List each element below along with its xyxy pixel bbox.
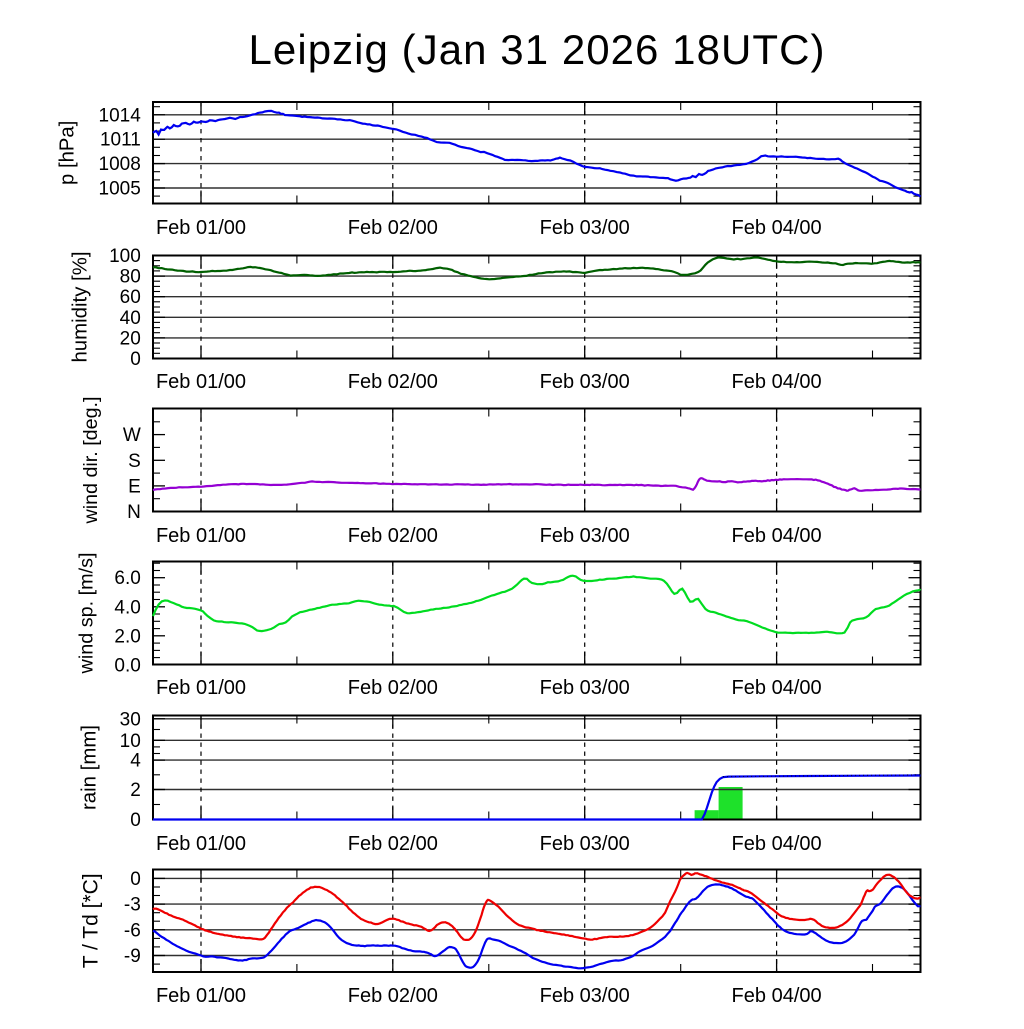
- svg-text:Feb 02/00: Feb 02/00: [348, 217, 438, 239]
- svg-text:Feb 02/00: Feb 02/00: [348, 525, 438, 547]
- svg-text:Feb 04/00: Feb 04/00: [732, 985, 822, 1007]
- svg-text:humidity [%]: humidity [%]: [69, 251, 91, 362]
- svg-text:1008: 1008: [99, 154, 141, 175]
- svg-text:p [hPa]: p [hPa]: [57, 121, 79, 185]
- svg-text:-9: -9: [124, 946, 141, 967]
- svg-text:Feb 01/00: Feb 01/00: [156, 371, 246, 393]
- svg-text:Feb 03/00: Feb 03/00: [540, 525, 630, 547]
- svg-text:-6: -6: [124, 920, 141, 941]
- svg-text:Feb 04/00: Feb 04/00: [732, 677, 822, 699]
- svg-text:2.0: 2.0: [114, 626, 140, 647]
- svg-text:40: 40: [120, 308, 141, 329]
- svg-text:Feb 03/00: Feb 03/00: [540, 217, 630, 239]
- svg-text:Feb 03/00: Feb 03/00: [540, 677, 630, 699]
- svg-text:-3: -3: [124, 895, 141, 916]
- svg-text:W: W: [123, 425, 141, 446]
- svg-text:1014: 1014: [99, 105, 142, 126]
- svg-text:0: 0: [130, 349, 141, 370]
- svg-text:T / Td [*C]: T / Td [*C]: [80, 873, 103, 968]
- svg-text:Feb 02/00: Feb 02/00: [348, 985, 438, 1007]
- svg-text:30: 30: [120, 709, 141, 730]
- svg-text:100: 100: [109, 246, 141, 267]
- svg-text:Feb 01/00: Feb 01/00: [156, 525, 246, 547]
- svg-text:wind sp. [m/s]: wind sp. [m/s]: [75, 553, 97, 675]
- svg-text:2: 2: [130, 780, 141, 801]
- svg-text:0: 0: [130, 810, 141, 831]
- svg-text:1005: 1005: [99, 179, 141, 200]
- svg-text:4: 4: [130, 751, 141, 772]
- svg-text:Feb 01/00: Feb 01/00: [156, 677, 246, 699]
- svg-text:E: E: [128, 476, 141, 497]
- svg-text:20: 20: [120, 328, 141, 349]
- svg-text:Feb 02/00: Feb 02/00: [348, 833, 438, 855]
- svg-text:0.0: 0.0: [114, 655, 140, 676]
- svg-text:Feb 01/00: Feb 01/00: [156, 217, 246, 239]
- svg-text:rain [mm]: rain [mm]: [78, 725, 100, 810]
- svg-text:N: N: [127, 502, 141, 523]
- svg-text:10: 10: [120, 731, 141, 752]
- svg-text:0: 0: [130, 869, 141, 890]
- svg-text:Feb 02/00: Feb 02/00: [348, 677, 438, 699]
- svg-text:Feb 02/00: Feb 02/00: [348, 371, 438, 393]
- svg-text:Feb 04/00: Feb 04/00: [732, 371, 822, 393]
- svg-text:80: 80: [120, 267, 141, 288]
- svg-text:Feb 04/00: Feb 04/00: [732, 217, 822, 239]
- svg-text:60: 60: [120, 287, 141, 308]
- svg-text:Feb 04/00: Feb 04/00: [732, 525, 822, 547]
- svg-text:S: S: [128, 451, 141, 472]
- svg-text:Leipzig (Jan 31 2026 18UTC): Leipzig (Jan 31 2026 18UTC): [249, 26, 826, 73]
- svg-text:wind dir. [deg.]: wind dir. [deg.]: [80, 397, 102, 525]
- svg-text:Feb 03/00: Feb 03/00: [540, 833, 630, 855]
- svg-text:Feb 01/00: Feb 01/00: [156, 985, 246, 1007]
- svg-text:1011: 1011: [100, 130, 141, 151]
- svg-text:Feb 04/00: Feb 04/00: [732, 833, 822, 855]
- svg-text:4.0: 4.0: [114, 597, 140, 618]
- svg-text:Feb 03/00: Feb 03/00: [540, 371, 630, 393]
- svg-text:Feb 03/00: Feb 03/00: [540, 985, 630, 1007]
- svg-text:6.0: 6.0: [114, 568, 140, 589]
- svg-text:Feb 01/00: Feb 01/00: [156, 833, 246, 855]
